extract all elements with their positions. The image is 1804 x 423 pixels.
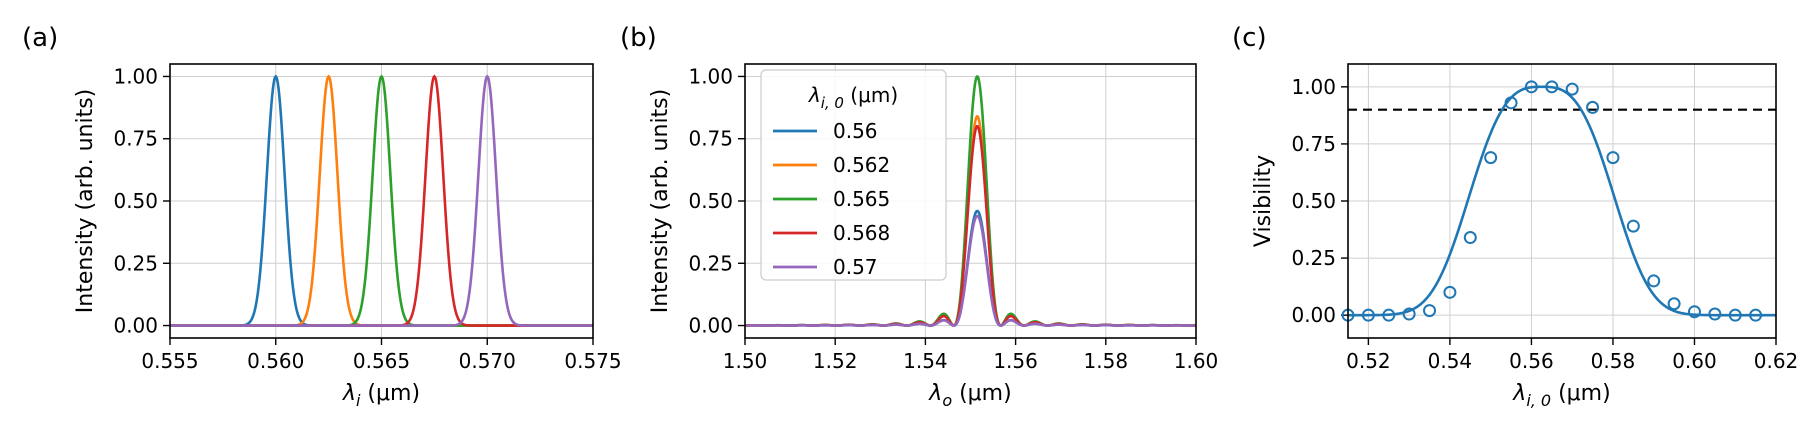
y-tick-label: 0.50 [688, 189, 733, 213]
x-axis-title: λo (μm) [928, 381, 1011, 410]
x-tick-label: 0.565 [353, 349, 410, 373]
series-line [744, 214, 1197, 327]
data-point [1463, 231, 1477, 245]
y-tick-label: 0.25 [113, 251, 158, 275]
x-tick-label: 0.575 [564, 349, 621, 373]
y-tick-label: 0.00 [688, 314, 733, 338]
legend: λi, 0 (μm) 0.56 0.562 0.565 0.568 0.57 [760, 69, 947, 281]
x-tick-label: 1.52 [813, 349, 858, 373]
x-tick-label: 0.560 [247, 349, 304, 373]
x-tick-label: 1.58 [1084, 349, 1129, 373]
y-tick-label: 0.75 [688, 127, 733, 151]
y-tick-label: 0.75 [113, 127, 158, 151]
y-tick-label: 0.25 [1291, 246, 1336, 270]
data-point [1749, 308, 1763, 322]
panel-label: (b) [620, 23, 657, 53]
x-tick-label: 1.60 [1174, 349, 1219, 373]
x-tick-label: 0.555 [141, 349, 198, 373]
x-axis-title: λi, 0 (μm) [1512, 381, 1610, 410]
y-axis-title: Intensity (arb. units) [73, 89, 98, 313]
y-tick-label: 1.00 [688, 64, 733, 88]
y-tick-label: 0.50 [1291, 189, 1336, 213]
x-tick-label: 0.56 [1509, 349, 1554, 373]
data-point [1504, 96, 1518, 110]
data-point [1524, 80, 1538, 94]
y-tick-label: 0.00 [113, 314, 158, 338]
data-point [1484, 151, 1498, 165]
legend-entry: 0.56 [833, 119, 878, 143]
y-axis-title: Visibility [1251, 155, 1276, 247]
y-tick-label: 0.25 [688, 251, 733, 275]
data-point [1382, 308, 1396, 322]
data-point [1565, 82, 1579, 96]
y-tick-label: 0.75 [1291, 132, 1336, 156]
y-axis-title: Intensity (arb. units) [648, 89, 673, 313]
x-tick-label: 0.58 [1591, 349, 1636, 373]
panel-label: (a) [22, 23, 58, 53]
data-point [1687, 305, 1701, 319]
data-point [1606, 151, 1620, 165]
x-tick-label: 1.50 [723, 349, 768, 373]
panel-b: 1.50 1.52 1.54 1.56 1.58 1.60 0.00 0.25 0.50 0.75… [620, 23, 1218, 410]
x-tick-label: 1.56 [993, 349, 1038, 373]
x-tick-label: 0.62 [1754, 349, 1799, 373]
y-tick-label: 0.50 [113, 189, 158, 213]
x-tick-label: 0.60 [1672, 349, 1717, 373]
plot-frame [744, 63, 1197, 339]
x-tick-label: 0.54 [1428, 349, 1473, 373]
legend-entry: 0.57 [833, 255, 878, 279]
data-point [1545, 80, 1559, 94]
legend-box [760, 69, 947, 281]
panel-a: 0.555 0.560 0.565 0.570 0.575 0.00 0.25 0.50 0.7… [22, 23, 622, 410]
fit-line [1348, 85, 1776, 317]
plot-frame [1347, 63, 1777, 339]
legend-entry: 0.562 [833, 153, 890, 177]
panel-c: 0.52 0.54 0.56 0.58 0.60 0.62 0.00 0.25 0.50 0.75… [1232, 23, 1798, 410]
x-axis-title: λi (μm) [342, 381, 420, 410]
x-tick-label: 1.54 [903, 349, 948, 373]
plot-frame [169, 63, 594, 339]
panel-label: (c) [1232, 23, 1267, 53]
legend-title: λi, 0 (μm) [808, 83, 898, 112]
x-tick-label: 0.52 [1346, 349, 1391, 373]
x-tick-label: 0.570 [459, 349, 516, 373]
y-tick-label: 0.00 [1291, 303, 1336, 327]
data-point [1626, 219, 1640, 233]
data-point [1361, 308, 1375, 322]
y-tick-label: 1.00 [1291, 75, 1336, 99]
legend-entry: 0.565 [833, 187, 890, 211]
data-point [1402, 307, 1416, 321]
legend-entry: 0.568 [833, 221, 890, 245]
data-point [1728, 308, 1742, 322]
data-point [1586, 100, 1600, 114]
data-point [1667, 297, 1681, 311]
data-point [1423, 304, 1437, 318]
y-tick-label: 1.00 [113, 64, 158, 88]
series-line [170, 74, 593, 327]
data-point [1708, 307, 1722, 321]
data-point [1647, 274, 1661, 288]
data-point [1443, 285, 1457, 299]
